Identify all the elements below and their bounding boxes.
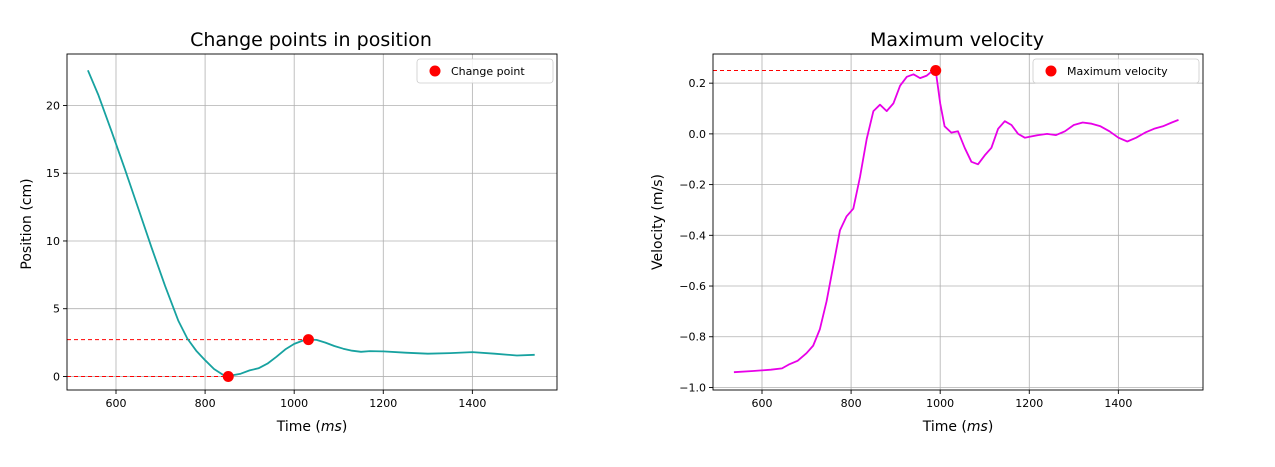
position-ytick-label: 15 <box>46 167 60 180</box>
velocity-ytick-label: 0.2 <box>689 77 707 90</box>
velocity-xtick-label: 1000 <box>926 397 954 410</box>
velocity-legend-label: Maximum velocity <box>1067 65 1168 78</box>
velocity-ytick-label: −0.8 <box>679 331 706 344</box>
position-xtick-label: 800 <box>195 397 216 410</box>
position-ytick-label: 10 <box>46 235 60 248</box>
velocity-chart-panel: Maximum velocity Velocity (m/s) Time (ms… <box>650 29 1204 435</box>
velocity-series-line <box>733 69 1179 374</box>
velocity-marker-point <box>930 64 942 76</box>
position-legend: Change point <box>416 58 554 84</box>
position-xtick-label: 1400 <box>458 397 486 410</box>
velocity-chart-ylabel: Velocity (m/s) <box>650 174 666 270</box>
position-axes-frame <box>66 53 558 391</box>
velocity-xtick-label: 1200 <box>1015 397 1043 410</box>
position-legend-box <box>416 58 554 84</box>
velocity-xtick-label: 800 <box>841 397 862 410</box>
velocity-chart-title: Maximum velocity <box>870 29 1044 51</box>
velocity-xtick-label: 1400 <box>1104 397 1132 410</box>
position-legend-marker <box>429 65 441 77</box>
position-chart-panel: Change points in position Position (cm) … <box>19 29 558 435</box>
position-chart-ylabel: Position (cm) <box>19 178 35 269</box>
position-chart-xlabel: Time (ms) <box>276 419 348 435</box>
position-ytick-label: 20 <box>46 99 60 112</box>
position-marker-point <box>302 334 314 346</box>
position-xtick-label: 600 <box>106 397 127 410</box>
position-ytick-label: 0 <box>53 370 60 383</box>
position-xtick-label: 1000 <box>280 397 308 410</box>
velocity-legend-marker <box>1045 65 1057 77</box>
velocity-legend: Maximum velocity <box>1032 58 1200 84</box>
velocity-ytick-label: −0.4 <box>679 229 706 242</box>
position-xlabel-text: Time (ms) <box>276 419 348 435</box>
velocity-ytick-label: 0.0 <box>689 128 707 141</box>
position-legend-label: Change point <box>451 65 525 78</box>
velocity-legend-box <box>1032 58 1200 84</box>
position-xtick-label: 1200 <box>369 397 397 410</box>
position-marker-point <box>222 370 234 382</box>
velocity-axes-frame <box>712 53 1204 391</box>
velocity-ytick-label: −0.6 <box>679 280 706 293</box>
position-series-line <box>87 69 535 377</box>
velocity-chart-xlabel: Time (ms) <box>922 419 994 435</box>
position-chart-title: Change points in position <box>190 29 432 51</box>
position-ytick-label: 5 <box>53 303 60 316</box>
velocity-xlabel-text: Time (ms) <box>922 419 994 435</box>
velocity-ytick-label: −0.2 <box>679 179 706 192</box>
velocity-xtick-label: 600 <box>752 397 773 410</box>
velocity-ytick-label: −1.0 <box>679 381 706 394</box>
